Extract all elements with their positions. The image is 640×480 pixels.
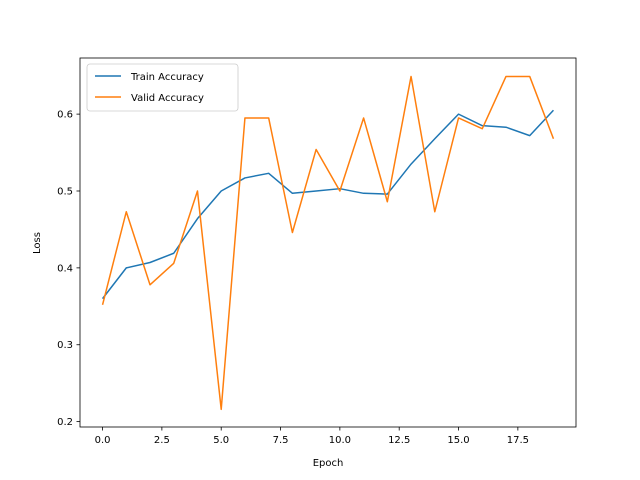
x-tick-label: 5.0 bbox=[213, 435, 229, 446]
y-tick-label: 0.4 bbox=[57, 263, 73, 274]
x-tick-label: 7.5 bbox=[273, 435, 289, 446]
x-tick-label: 12.5 bbox=[388, 435, 410, 446]
y-tick-label: 0.2 bbox=[57, 417, 73, 428]
legend-label-valid: Valid Accuracy bbox=[131, 93, 204, 104]
series-line-train-accuracy bbox=[101, 109, 554, 300]
legend-label-train: Train Accuracy bbox=[130, 72, 204, 83]
y-tick-label: 0.3 bbox=[57, 340, 73, 351]
x-tick-label: 17.5 bbox=[507, 435, 529, 446]
y-axis: 0.2 0.3 0.4 0.5 0.6 bbox=[57, 110, 80, 428]
series-line-valid-accuracy bbox=[101, 75, 555, 411]
legend: Train Accuracy Valid Accuracy bbox=[86, 63, 239, 112]
x-axis-label: Epoch bbox=[313, 458, 344, 469]
x-tick-label: 15.0 bbox=[447, 435, 469, 446]
x-axis: 0.0 2.5 5.0 7.5 10.0 12.5 15.0 17.5 bbox=[95, 427, 529, 446]
legend-box bbox=[86, 63, 239, 112]
x-tick-label: 0.0 bbox=[95, 435, 111, 446]
x-tick-label: 2.5 bbox=[154, 435, 170, 446]
y-tick-label: 0.6 bbox=[57, 110, 73, 121]
series-layer bbox=[101, 75, 555, 411]
y-axis-label: Loss bbox=[32, 232, 43, 254]
y-tick-label: 0.5 bbox=[57, 186, 73, 197]
plot-frame bbox=[79, 57, 577, 428]
x-tick-label: 10.0 bbox=[329, 435, 351, 446]
